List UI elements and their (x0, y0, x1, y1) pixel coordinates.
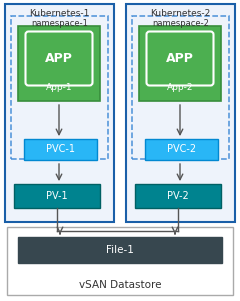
Text: namespace-2: namespace-2 (152, 20, 209, 29)
FancyBboxPatch shape (146, 32, 214, 85)
Text: File-1: File-1 (106, 245, 134, 255)
Text: App-2: App-2 (167, 83, 193, 92)
Text: vSAN Datastore: vSAN Datastore (79, 280, 161, 290)
Bar (145, 139, 218, 160)
Bar (7, 227, 233, 295)
Text: PV-1: PV-1 (46, 191, 68, 201)
Bar (14, 184, 100, 208)
Text: APP: APP (45, 51, 73, 64)
Bar (18, 26, 100, 101)
Bar (5, 4, 114, 222)
Bar (18, 237, 222, 263)
Text: Kubernetes-2: Kubernetes-2 (150, 8, 211, 17)
Bar (139, 26, 221, 101)
Text: APP: APP (166, 51, 194, 64)
Text: App-1: App-1 (46, 83, 72, 92)
Text: PVC-2: PVC-2 (167, 144, 196, 154)
Bar (24, 139, 97, 160)
Text: PVC-1: PVC-1 (46, 144, 75, 154)
Text: PV-2: PV-2 (167, 191, 189, 201)
Text: Kubernetes-1: Kubernetes-1 (29, 8, 90, 17)
Text: namespace-1: namespace-1 (31, 20, 88, 29)
FancyBboxPatch shape (25, 32, 92, 85)
Bar (11, 16, 108, 159)
Bar (135, 184, 221, 208)
Bar (132, 16, 229, 159)
Bar (126, 4, 235, 222)
